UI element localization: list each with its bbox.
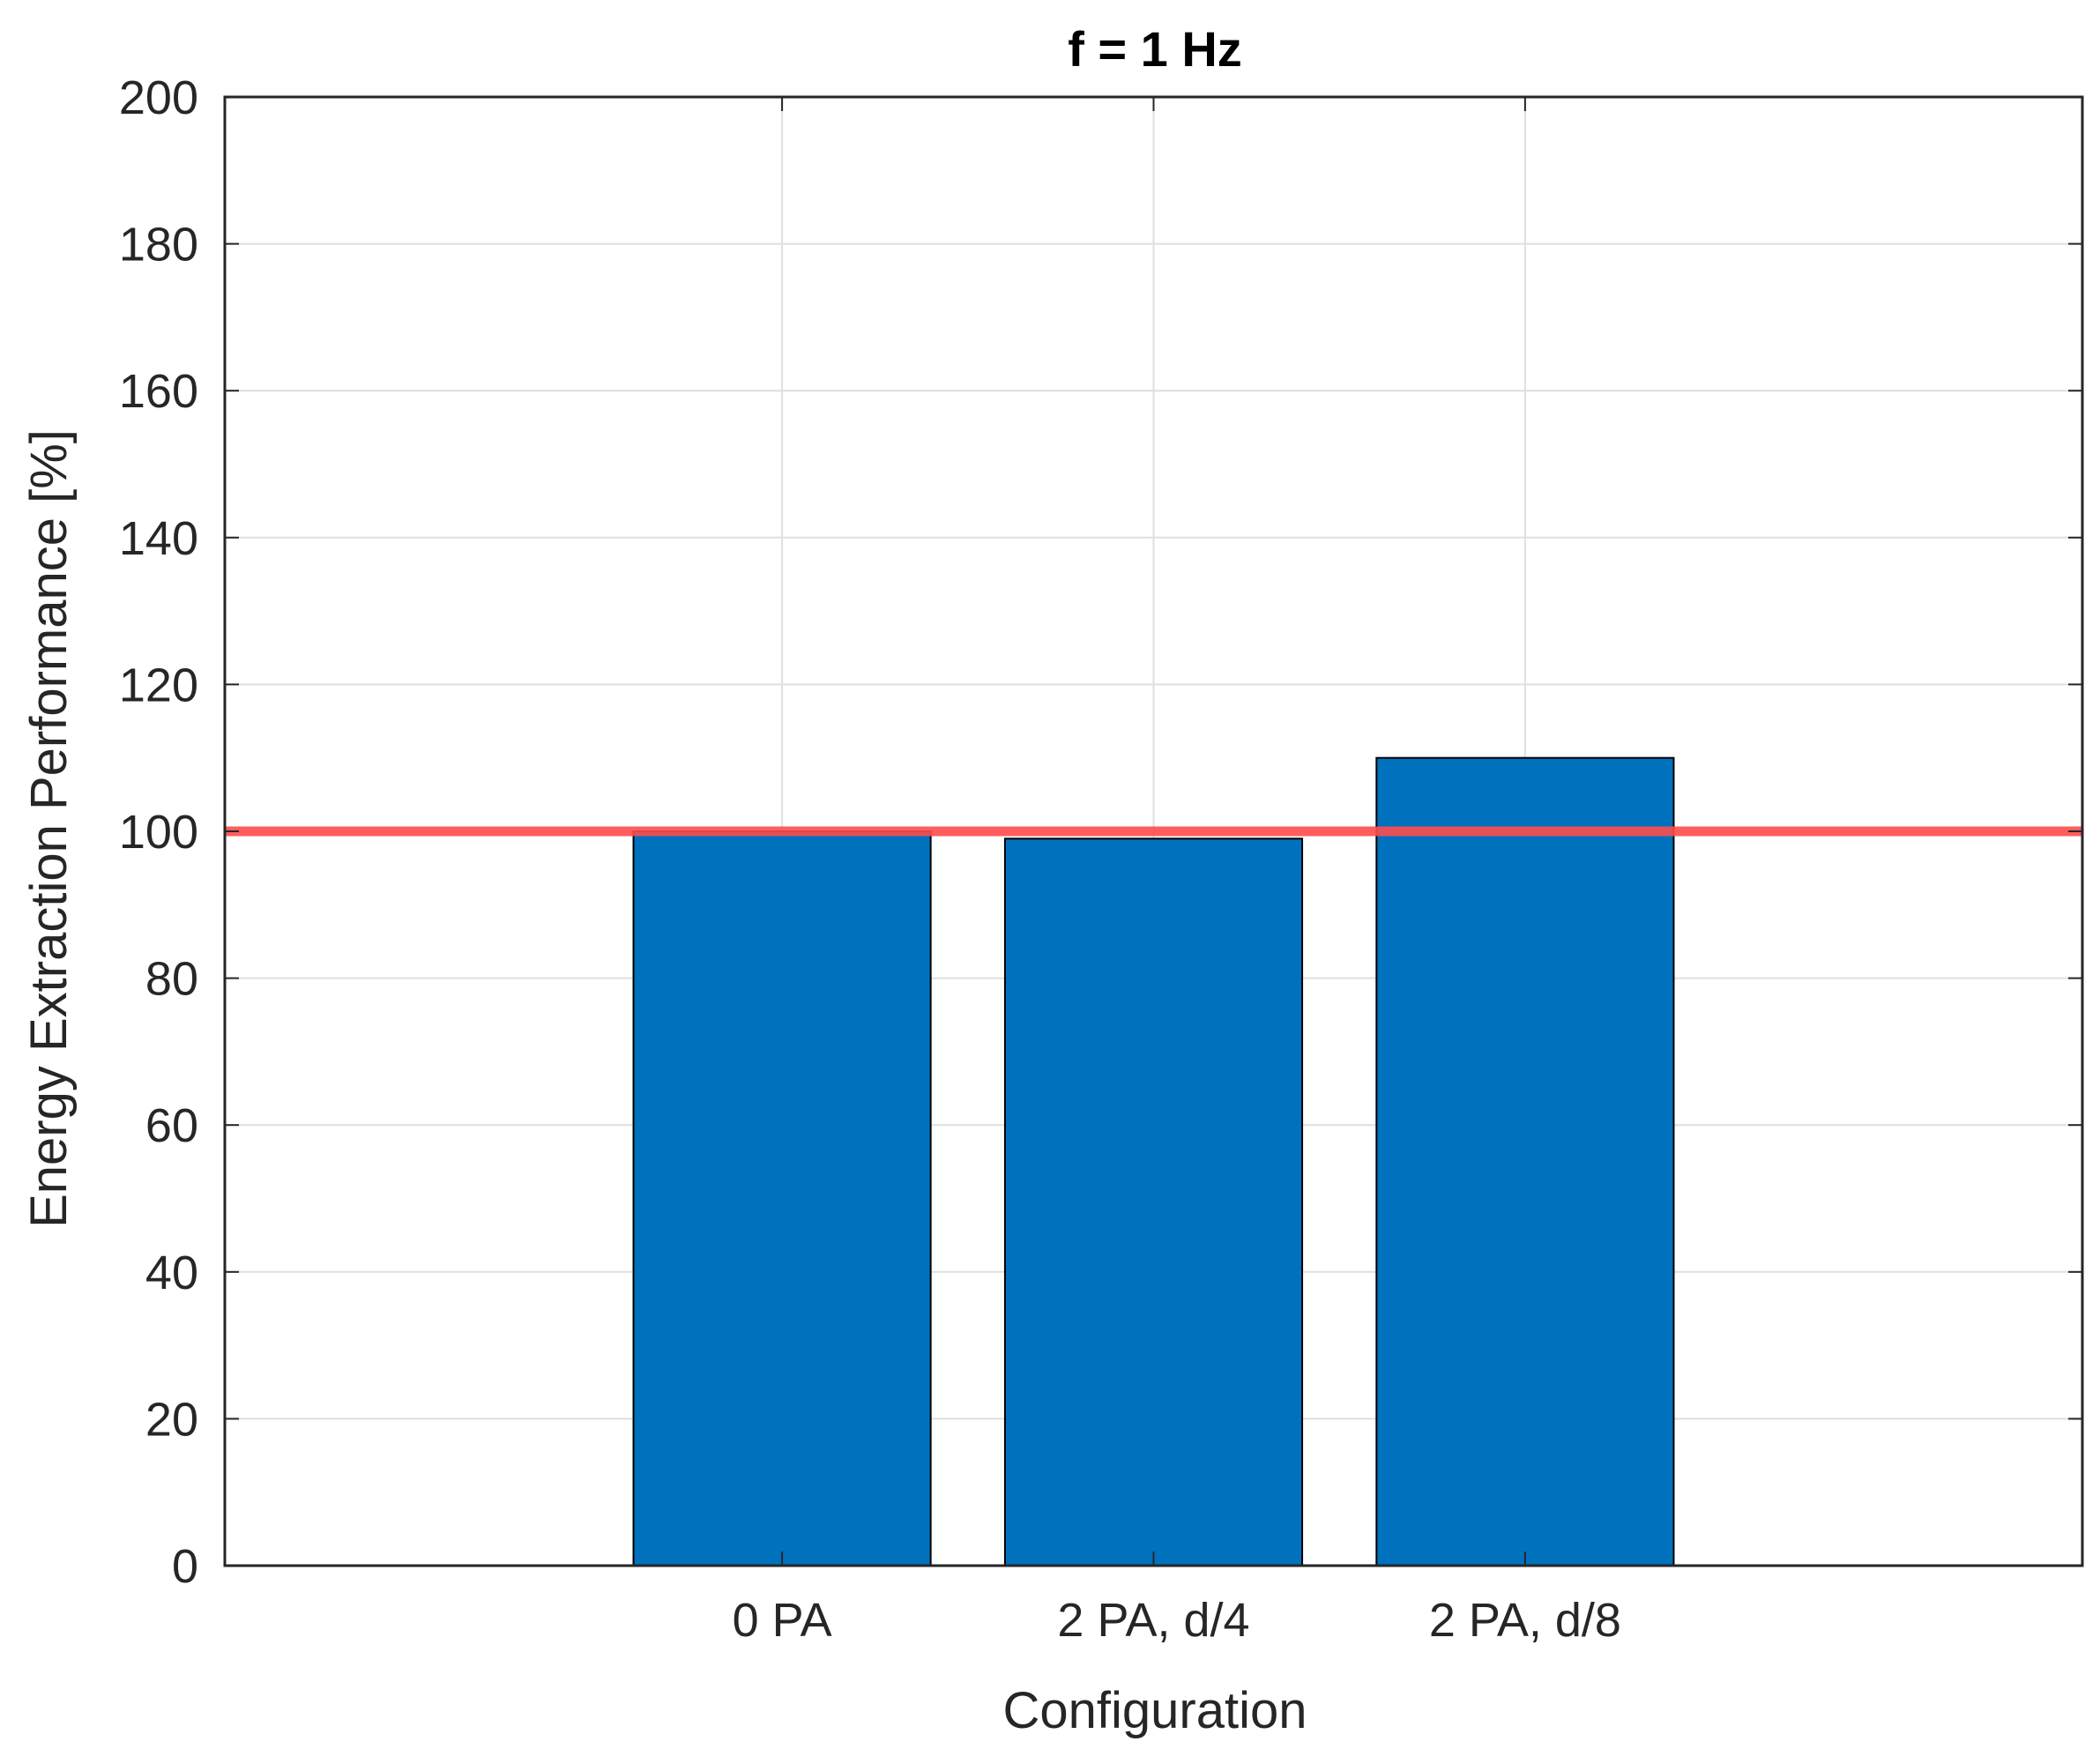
y-axis-label: Energy Extraction Performance [%] [20,429,78,1228]
x-tick-label: 0 PA [733,1594,832,1647]
axes [223,95,2084,1567]
y-tick-label: 0 [172,1540,198,1593]
y-tick-label: 200 [119,71,198,124]
y-tick-label: 80 [145,953,198,1006]
y-tick-label: 140 [119,512,198,565]
tick-labels: 0 20 40 60 80 100 120 140 160 180 200 0 PA 2 PA, d/4… [119,71,1621,1647]
y-tick-label: 120 [119,659,198,711]
y-tick-label: 60 [145,1099,198,1152]
y-tick-label: 160 [119,365,198,418]
x-tick-label: 2 PA, d/4 [1057,1594,1249,1647]
x-axis-label: Configuration [1003,1682,1307,1739]
chart-title: f = 1 Hz [1068,21,1242,77]
y-tick-label: 100 [119,806,198,859]
bar-1 [1003,837,1304,1567]
bar-0 [632,830,932,1567]
y-tick-label: 40 [145,1247,198,1299]
bars [632,756,1675,1567]
y-tick-label: 20 [145,1393,198,1446]
x-tick-label: 2 PA, d/8 [1429,1594,1621,1647]
bar-2 [1375,756,1675,1567]
y-tick-label: 180 [119,219,198,272]
